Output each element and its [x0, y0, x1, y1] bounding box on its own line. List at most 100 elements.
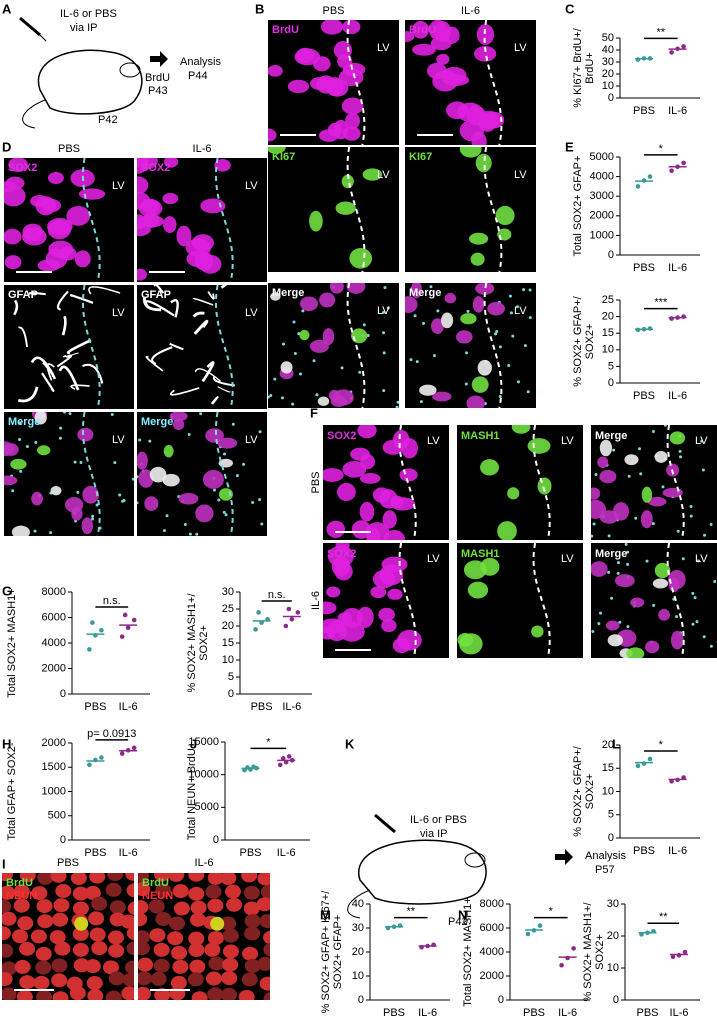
- image-content: [405, 283, 532, 408]
- chart: 0 5 10 15 20 25 30 PBS IL-6 n.s. % SOX2+ MASH1+/SO…: [186, 586, 312, 713]
- dot: [678, 455, 682, 459]
- fiber: [153, 285, 165, 294]
- cell: [71, 506, 83, 521]
- y-tick-label: 30: [352, 922, 364, 934]
- y-tick-label: 15: [602, 762, 614, 774]
- fiber: [192, 311, 205, 318]
- x-tick-label: PBS: [239, 847, 261, 859]
- cell: [138, 469, 154, 488]
- cell: [259, 914, 270, 929]
- image-content: [4, 412, 134, 536]
- condition-label: IL-6: [193, 143, 212, 155]
- dot: [432, 354, 436, 358]
- image-content: [405, 20, 505, 145]
- dot: [260, 522, 264, 526]
- dot: [591, 534, 594, 538]
- ventricle-border: [666, 425, 685, 540]
- analysis-text: Analysis: [180, 56, 221, 68]
- dot: [315, 393, 319, 397]
- x-tick-label: IL-6: [668, 105, 687, 117]
- image-content: [13, 285, 121, 409]
- cell: [30, 194, 49, 208]
- cell: [359, 472, 381, 484]
- cell: [173, 418, 185, 431]
- cell: [469, 232, 489, 245]
- dot: [592, 522, 596, 526]
- mouse-ear: [464, 852, 486, 868]
- region-label: LV: [112, 180, 125, 192]
- cell: [4, 443, 19, 456]
- significance-label: ***: [654, 297, 668, 309]
- y-axis-label: % SOX2+ MASH1+/: [582, 902, 594, 1002]
- dot: [282, 342, 286, 346]
- dot: [268, 395, 270, 399]
- panel-letter: E: [565, 139, 574, 154]
- cell: [263, 991, 270, 1000]
- cell: [591, 487, 601, 500]
- cell: [205, 971, 222, 986]
- cell: [238, 989, 255, 1000]
- y-tick-label: 0: [608, 249, 614, 261]
- cell: [268, 128, 277, 142]
- cell: [309, 210, 323, 232]
- y-tick-label: 500: [48, 810, 66, 822]
- cell: [382, 439, 404, 455]
- significance-label: *: [549, 906, 554, 918]
- cell: [316, 75, 337, 94]
- y-tick-label: 0: [60, 688, 66, 700]
- cell: [37, 445, 51, 456]
- cell: [155, 883, 172, 898]
- fiber: [145, 356, 164, 372]
- cell: [411, 283, 422, 299]
- condition-label: PBS: [57, 857, 79, 869]
- ventricle-border: [215, 412, 234, 536]
- cell: [176, 225, 192, 247]
- dot: [231, 422, 235, 426]
- channel-label: MASH1: [461, 430, 500, 442]
- dot: [645, 559, 649, 563]
- micrograph: KI67 LV: [405, 147, 536, 272]
- cell: [137, 191, 151, 210]
- cell: [153, 958, 170, 973]
- injection-text: IL-6 or PBS: [410, 814, 467, 826]
- channel-label: BrdU: [142, 877, 169, 889]
- y-tick-label: 2000: [42, 662, 66, 674]
- y-axis-label: Total NEUN+ BrdU+: [186, 742, 198, 840]
- image-background: [268, 147, 399, 272]
- fiber: [46, 363, 55, 381]
- cell: [137, 268, 148, 281]
- cell: [527, 438, 551, 454]
- dot: [251, 501, 255, 505]
- y-axis-label: % SOX2+ MASH1+/: [186, 593, 198, 693]
- image-content: [323, 425, 418, 540]
- image-content: [138, 873, 270, 1000]
- y-axis-label: SOX2+: [594, 934, 606, 970]
- micrograph: Merge LV: [591, 543, 717, 658]
- fiber: [66, 339, 92, 355]
- cell: [336, 482, 356, 502]
- cell: [69, 986, 86, 1000]
- dot: [293, 352, 297, 356]
- cell: [331, 556, 351, 577]
- cell: [342, 461, 367, 478]
- dot: [713, 580, 717, 584]
- cell: [162, 192, 179, 205]
- cell: [614, 574, 635, 588]
- dot: [689, 514, 693, 518]
- dot: [199, 412, 203, 416]
- image-content: [268, 20, 366, 145]
- dot: [598, 611, 602, 615]
- dot: [59, 436, 63, 440]
- dot: [610, 596, 614, 600]
- cell: [640, 510, 653, 529]
- dot: [591, 629, 595, 633]
- fiber: [56, 290, 69, 311]
- dot: [49, 531, 53, 535]
- dot: [122, 498, 126, 502]
- cell: [475, 153, 492, 173]
- dot: [639, 472, 643, 476]
- cell: [88, 911, 105, 926]
- cell: [149, 928, 166, 943]
- cell: [357, 425, 377, 439]
- fiber: [30, 356, 57, 380]
